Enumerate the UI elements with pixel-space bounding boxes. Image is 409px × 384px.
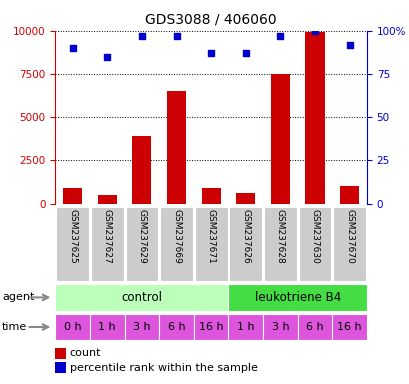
Text: 3 h: 3 h (133, 322, 151, 332)
Text: GSM237628: GSM237628 (275, 209, 284, 263)
Bar (125, 207, 158, 281)
Text: 3 h: 3 h (271, 322, 288, 332)
Bar (97, 195, 117, 204)
Bar (270, 74, 289, 204)
Point (138, 33, 145, 39)
Text: GSM237629: GSM237629 (137, 209, 146, 263)
Bar (297, 314, 332, 340)
Text: time: time (2, 322, 27, 332)
Text: 1 h: 1 h (98, 322, 116, 332)
Text: 16 h: 16 h (337, 322, 361, 332)
Text: leukotriene B4: leukotriene B4 (254, 291, 340, 304)
Text: control: control (121, 291, 162, 304)
Bar (194, 207, 227, 281)
Bar (55, 348, 65, 359)
Text: 6 h: 6 h (167, 322, 185, 332)
Bar (333, 207, 365, 281)
Text: agent: agent (2, 292, 34, 303)
Point (242, 50, 248, 56)
Point (104, 53, 110, 60)
Bar (228, 284, 366, 311)
Text: 1 h: 1 h (236, 322, 254, 332)
Bar (124, 314, 159, 340)
Point (69, 45, 76, 51)
Bar (229, 207, 261, 281)
Bar (228, 314, 263, 340)
Point (276, 33, 283, 39)
Point (207, 50, 214, 56)
Bar (305, 33, 324, 204)
Text: percentile rank within the sample: percentile rank within the sample (70, 363, 257, 373)
Bar (55, 284, 228, 311)
Bar (55, 314, 90, 340)
Text: GSM237669: GSM237669 (172, 209, 181, 263)
Bar (55, 362, 65, 373)
Text: GSM237627: GSM237627 (103, 209, 112, 263)
Text: 16 h: 16 h (198, 322, 223, 332)
Bar (263, 207, 296, 281)
Point (173, 33, 180, 39)
Bar (193, 314, 228, 340)
Bar (236, 193, 255, 204)
Text: GSM237630: GSM237630 (310, 209, 319, 263)
Bar (298, 207, 330, 281)
Text: 6 h: 6 h (306, 322, 323, 332)
Text: GSM237625: GSM237625 (68, 209, 77, 263)
Bar (166, 91, 186, 204)
Bar (339, 186, 358, 204)
Text: GSM237671: GSM237671 (206, 209, 215, 263)
Bar (159, 314, 193, 340)
Bar (91, 207, 124, 281)
Bar (332, 314, 366, 340)
Bar (160, 207, 192, 281)
Text: 0 h: 0 h (64, 322, 81, 332)
Text: GSM237670: GSM237670 (344, 209, 353, 263)
Text: count: count (70, 348, 101, 358)
Text: GSM237626: GSM237626 (240, 209, 249, 263)
Point (311, 28, 317, 34)
Bar (201, 188, 220, 204)
Bar (90, 314, 124, 340)
Bar (63, 188, 82, 204)
Bar (56, 207, 89, 281)
Bar (263, 314, 297, 340)
Point (346, 41, 352, 48)
Title: GDS3088 / 406060: GDS3088 / 406060 (145, 13, 276, 27)
Bar (132, 136, 151, 204)
